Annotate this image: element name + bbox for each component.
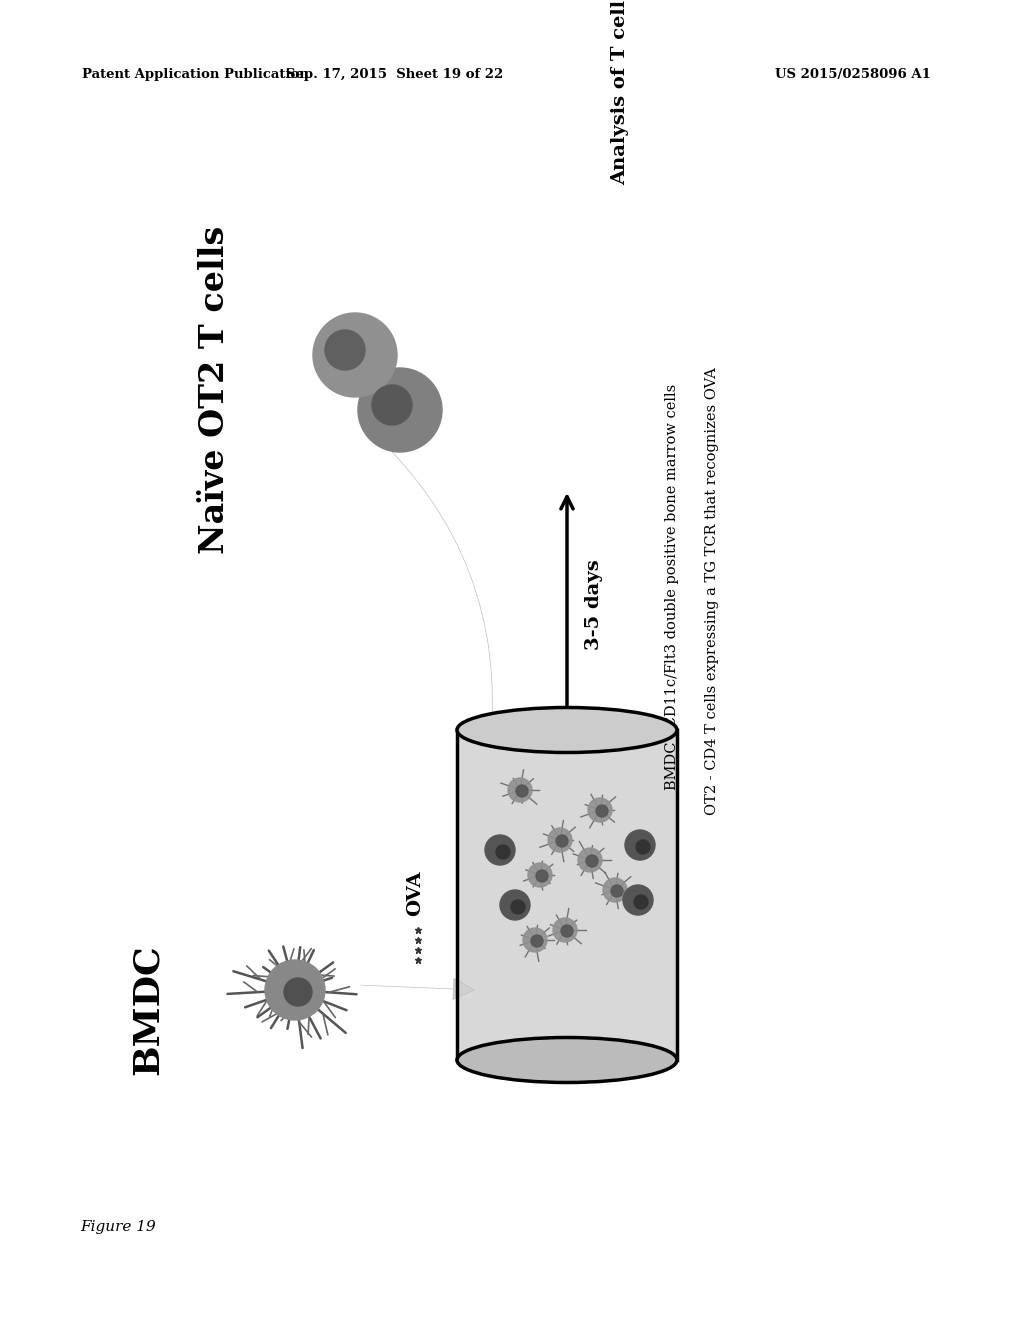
Circle shape	[586, 855, 598, 867]
Circle shape	[634, 895, 648, 909]
Text: US 2015/0258096 A1: US 2015/0258096 A1	[775, 69, 931, 81]
Circle shape	[500, 890, 530, 920]
Circle shape	[623, 884, 653, 915]
Circle shape	[313, 313, 397, 397]
Text: BMDC: BMDC	[131, 945, 165, 1076]
Bar	[457, 730, 677, 1060]
Circle shape	[485, 836, 515, 865]
Circle shape	[284, 978, 312, 1006]
Circle shape	[511, 900, 525, 913]
Circle shape	[548, 828, 572, 851]
Text: OT2 - CD4 T cells expressing a TG TCR that recognizes OVA: OT2 - CD4 T cells expressing a TG TCR th…	[705, 367, 719, 814]
Circle shape	[636, 840, 650, 854]
Circle shape	[625, 830, 655, 861]
Ellipse shape	[457, 708, 677, 752]
Circle shape	[531, 935, 543, 946]
Circle shape	[358, 368, 442, 451]
Circle shape	[325, 330, 365, 370]
Circle shape	[523, 928, 547, 952]
Circle shape	[508, 777, 532, 803]
Circle shape	[596, 805, 608, 817]
Circle shape	[578, 847, 602, 873]
Text: Sep. 17, 2015  Sheet 19 of 22: Sep. 17, 2015 Sheet 19 of 22	[287, 69, 504, 81]
Text: OVA: OVA	[406, 870, 424, 916]
Circle shape	[496, 845, 510, 859]
Circle shape	[611, 884, 623, 898]
Circle shape	[516, 785, 528, 797]
Circle shape	[603, 878, 627, 902]
Circle shape	[588, 799, 612, 822]
Text: Patent Application Publication: Patent Application Publication	[82, 69, 309, 81]
Ellipse shape	[457, 1038, 677, 1082]
Circle shape	[553, 917, 577, 942]
Circle shape	[556, 836, 568, 847]
Text: 3-5 days: 3-5 days	[585, 560, 603, 651]
Circle shape	[561, 925, 573, 937]
Text: BMDC - CD11c/Flt3 double positive bone marrow cells: BMDC - CD11c/Flt3 double positive bone m…	[665, 384, 679, 789]
Circle shape	[536, 870, 548, 882]
Circle shape	[265, 960, 325, 1020]
Text: Analysis of T cell response: Analysis of T cell response	[611, 0, 629, 185]
Circle shape	[528, 863, 552, 887]
Text: Figure 19: Figure 19	[80, 1220, 156, 1234]
Circle shape	[372, 385, 412, 425]
Text: Naïve OT2 T cells: Naïve OT2 T cells	[199, 226, 231, 554]
